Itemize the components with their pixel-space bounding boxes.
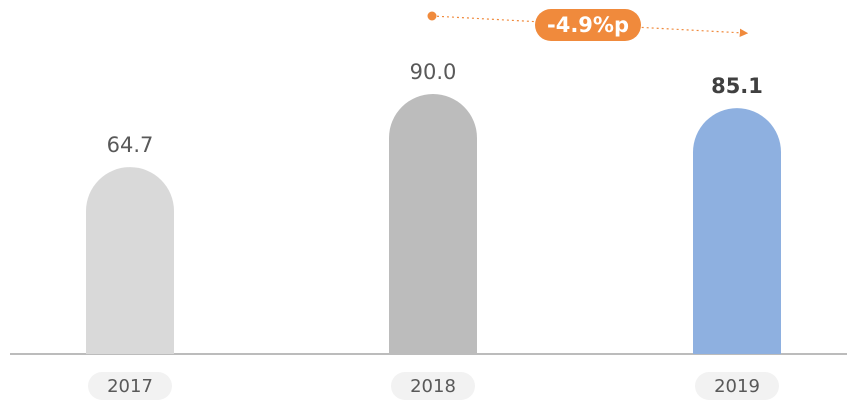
annotation: -4.9%p [547, 13, 629, 37]
x-tick-label: 2018 [410, 376, 456, 397]
bar [389, 94, 477, 354]
bar [693, 108, 781, 355]
annotation-pill [535, 9, 641, 41]
category-pill [695, 372, 779, 400]
category-pill [88, 372, 172, 400]
value-label: 85.1 [711, 74, 763, 98]
category-pill [391, 372, 475, 400]
value-label: 64.7 [107, 133, 154, 157]
bar [86, 167, 174, 354]
value-label: 90.0 [410, 60, 457, 84]
x-tick-label: 2017 [107, 376, 153, 397]
x-tick-label: 2019 [714, 376, 760, 397]
